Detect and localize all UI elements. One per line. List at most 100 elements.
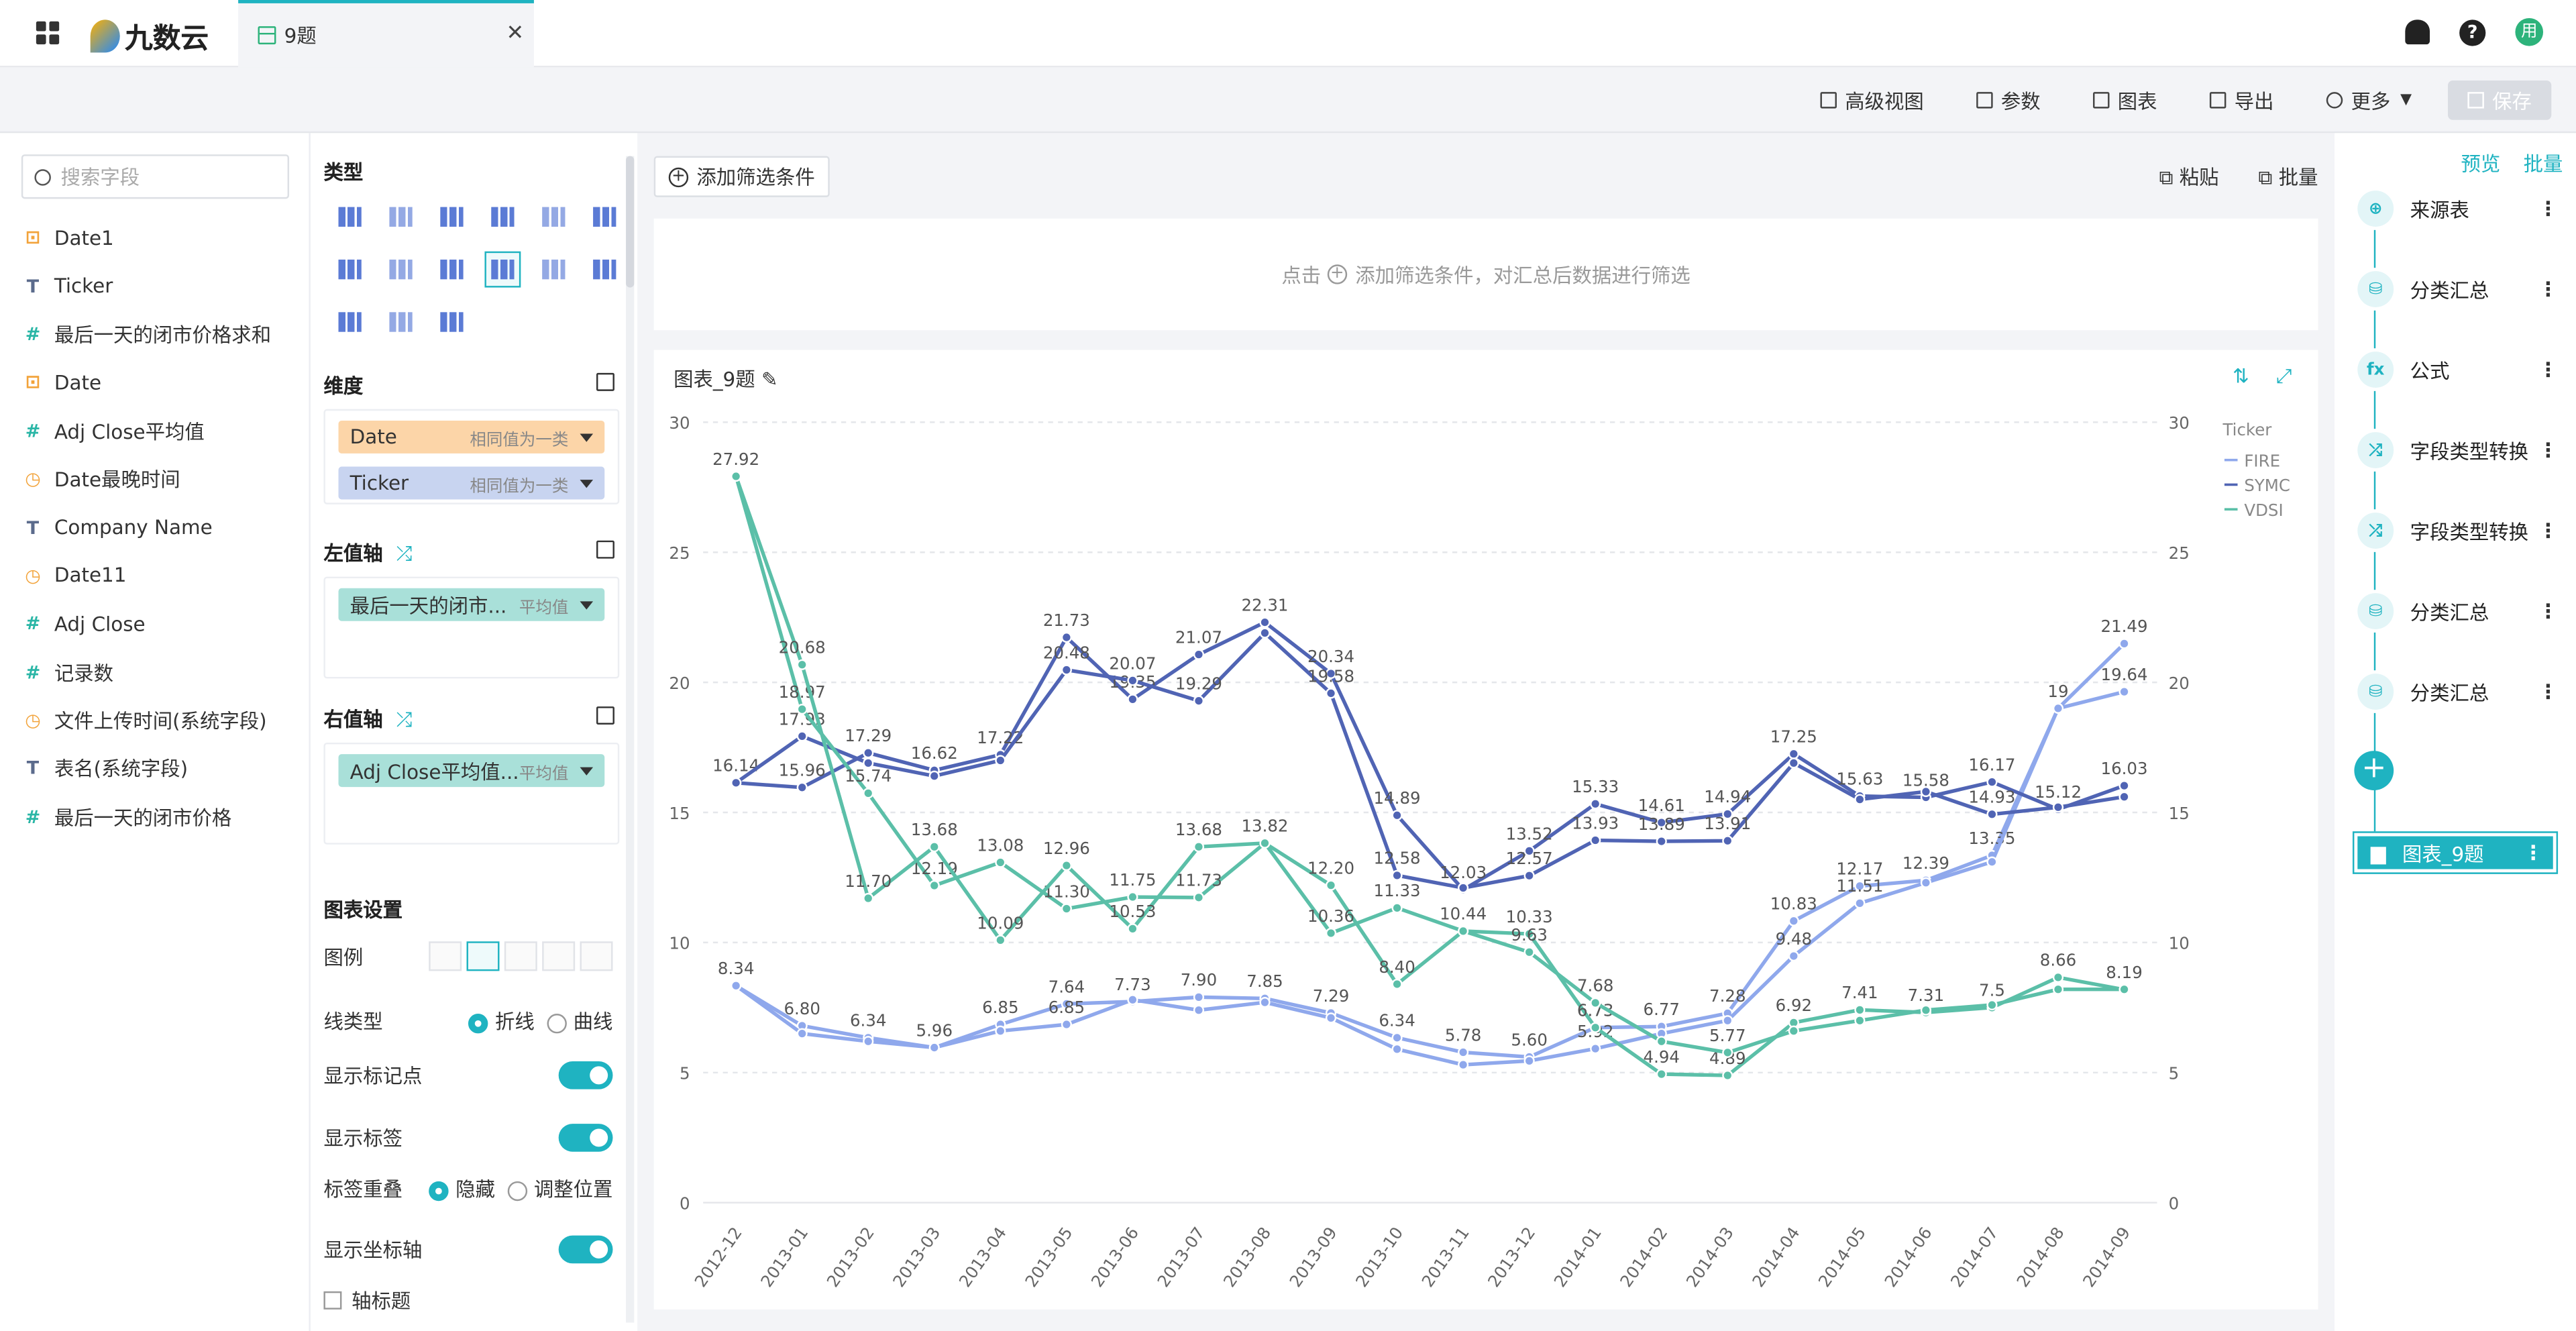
avatar[interactable]: 用 [2515, 17, 2544, 46]
field-item[interactable]: ◷ 文件上传时间(系统字段) [21, 696, 301, 745]
data-label: 13.89 [1638, 814, 1685, 834]
flow-step-final[interactable]: ▆ 图表_9题 ⋮ [2352, 831, 2559, 874]
radio-polyline[interactable] [468, 1012, 489, 1033]
dropdown-caret-icon[interactable] [580, 600, 594, 609]
more-options-icon[interactable]: ⋮ [2538, 438, 2559, 462]
more-options-icon[interactable]: ⋮ [2538, 277, 2559, 301]
edit-icon[interactable]: ✎ [761, 368, 778, 391]
field-item[interactable]: # 记录数 [21, 648, 301, 696]
field-item[interactable]: # Adj Close平均值 [21, 407, 301, 455]
flow-step-label: 分类汇总 [2410, 681, 2489, 704]
show-labels-toggle[interactable] [558, 1124, 613, 1152]
export-button[interactable]: 导出 [2184, 81, 2300, 120]
flow-step[interactable]: ⛁ 分类汇总 ⋮ [2357, 268, 2559, 311]
radio-adjust[interactable] [507, 1180, 528, 1200]
flow-step[interactable]: ⛁ 分类汇总 ⋮ [2357, 590, 2559, 633]
legend-bottom-icon[interactable] [580, 941, 613, 971]
axis-title-checkbox[interactable] [323, 1291, 342, 1310]
flow-step[interactable]: ⛁ 分类汇总 ⋮ [2357, 670, 2559, 713]
app-logo[interactable]: 九数云 [90, 15, 209, 56]
line-chart-icon[interactable]: ⤮ [396, 542, 413, 566]
fullscreen-icon[interactable]: ⤢ [2275, 364, 2292, 388]
expand-left-axis-icon[interactable] [596, 540, 614, 559]
params-button[interactable]: 参数 [1950, 81, 2067, 120]
config-scrollbar[interactable] [626, 156, 635, 1323]
field-item[interactable]: ⊡ Date1 [21, 213, 301, 262]
dropdown-caret-icon[interactable] [580, 766, 594, 775]
add-step-button[interactable]: + [2354, 751, 2394, 790]
chart-type-icon[interactable] [535, 199, 572, 235]
radio-hide[interactable] [429, 1180, 449, 1200]
more-options-icon[interactable]: ⋮ [2538, 358, 2559, 382]
show-markers-toggle[interactable] [558, 1061, 613, 1089]
flow-step[interactable]: fx 公式 ⋮ [2357, 348, 2559, 391]
field-item[interactable]: # Adj Close [21, 600, 301, 648]
field-item[interactable]: T Company Name [21, 503, 301, 551]
chart-type-icon[interactable] [586, 199, 623, 235]
expand-dimension-icon[interactable] [596, 372, 614, 391]
more-options-icon[interactable]: ⋮ [2538, 197, 2559, 221]
flow-step[interactable]: ⤮ 字段类型转换 ⋮ [2357, 429, 2559, 472]
help-icon[interactable]: ? [2459, 19, 2486, 46]
apps-grid-icon[interactable] [36, 21, 60, 45]
filter-hint[interactable]: 点击 + 添加筛选条件，对汇总后数据进行筛选 [653, 218, 2318, 331]
chart-type-icon[interactable] [434, 252, 470, 288]
left-axis-label: 左值轴 [323, 542, 383, 566]
preview-link[interactable]: 预览 [2461, 152, 2501, 176]
chart-type-icon[interactable] [383, 252, 419, 288]
chart-button[interactable]: 图表 [2067, 81, 2184, 120]
line-chart-icon[interactable]: ⤮ [396, 708, 413, 731]
more-options-icon[interactable]: ⋮ [2538, 519, 2559, 543]
more-options-icon[interactable]: ⋮ [2538, 680, 2559, 704]
right-measure-pill[interactable]: Adj Close平均值... 平均值 [338, 754, 605, 788]
radio-curve[interactable] [547, 1012, 567, 1033]
chart-type-icon[interactable] [383, 304, 419, 340]
dimension-pill-date[interactable]: Date 相同值为一类 [338, 420, 605, 454]
field-item[interactable]: T Ticker [21, 262, 301, 310]
left-measure-pill[interactable]: 最后一天的闭市... 平均值 [338, 588, 605, 621]
flow-step[interactable]: ⤮ 字段类型转换 ⋮ [2357, 509, 2559, 552]
paste-button[interactable]: ⧉ 粘贴 [2159, 166, 2219, 189]
more-button[interactable]: 更多 ▼ [2300, 81, 2438, 120]
chart-type-icon[interactable] [332, 199, 368, 235]
batch-link[interactable]: 批量 [2523, 152, 2563, 176]
show-axis-toggle[interactable] [558, 1235, 613, 1264]
chart-type-icon[interactable] [383, 199, 419, 235]
more-options-icon[interactable]: ⋮ [2523, 841, 2544, 865]
time-field-icon: ◷ [25, 468, 41, 490]
chart-type-icon[interactable] [586, 252, 623, 288]
expand-right-axis-icon[interactable] [596, 706, 614, 725]
dropdown-caret-icon[interactable] [580, 433, 594, 441]
chart-type-icon[interactable] [535, 252, 572, 288]
dropdown-caret-icon[interactable] [580, 478, 594, 488]
field-item[interactable]: # 最后一天的闭市价格 [21, 793, 301, 841]
chart-type-icon[interactable] [484, 199, 521, 235]
chart-type-icon[interactable] [434, 304, 470, 340]
field-item[interactable]: T 表名(系统字段) [21, 745, 301, 793]
dimension-pill-ticker[interactable]: Ticker 相同值为一类 [338, 466, 605, 500]
curve-label: 曲线 [573, 1010, 613, 1034]
flow-step[interactable]: ⊕ 来源表 ⋮ [2357, 187, 2559, 230]
close-tab-icon[interactable]: ✕ [506, 21, 525, 46]
legend-right-icon[interactable] [466, 941, 500, 971]
bell-icon[interactable] [2405, 19, 2430, 45]
more-options-icon[interactable]: ⋮ [2538, 599, 2559, 623]
chart-type-icon[interactable] [332, 304, 368, 340]
batch-button[interactable]: ⧉ 批量 [2258, 166, 2318, 189]
tab-active[interactable]: 9题 ✕ [238, 0, 534, 68]
field-item[interactable]: ◷ Date11 [21, 551, 301, 600]
chart-type-icon[interactable] [434, 199, 470, 235]
legend-left-icon[interactable] [504, 941, 537, 971]
field-item[interactable]: # 最后一天的闭市价格求和 [21, 310, 301, 358]
chart-type-icon[interactable] [332, 252, 368, 288]
save-button[interactable]: 保存 [2447, 81, 2552, 120]
legend-none-icon[interactable] [429, 941, 462, 971]
add-filter-button[interactable]: + 添加筛选条件 [653, 156, 830, 197]
search-input[interactable]: 搜索字段 [21, 154, 290, 199]
field-item[interactable]: ◷ Date最晚时间 [21, 455, 301, 503]
legend-top-icon[interactable] [542, 941, 576, 971]
advanced-view-button[interactable]: 高级视图 [1794, 81, 1950, 120]
chart-type-icon[interactable] [484, 251, 521, 288]
field-item[interactable]: ⊡ Date [21, 358, 301, 407]
sort-icon[interactable]: ⇅ [2233, 364, 2249, 388]
